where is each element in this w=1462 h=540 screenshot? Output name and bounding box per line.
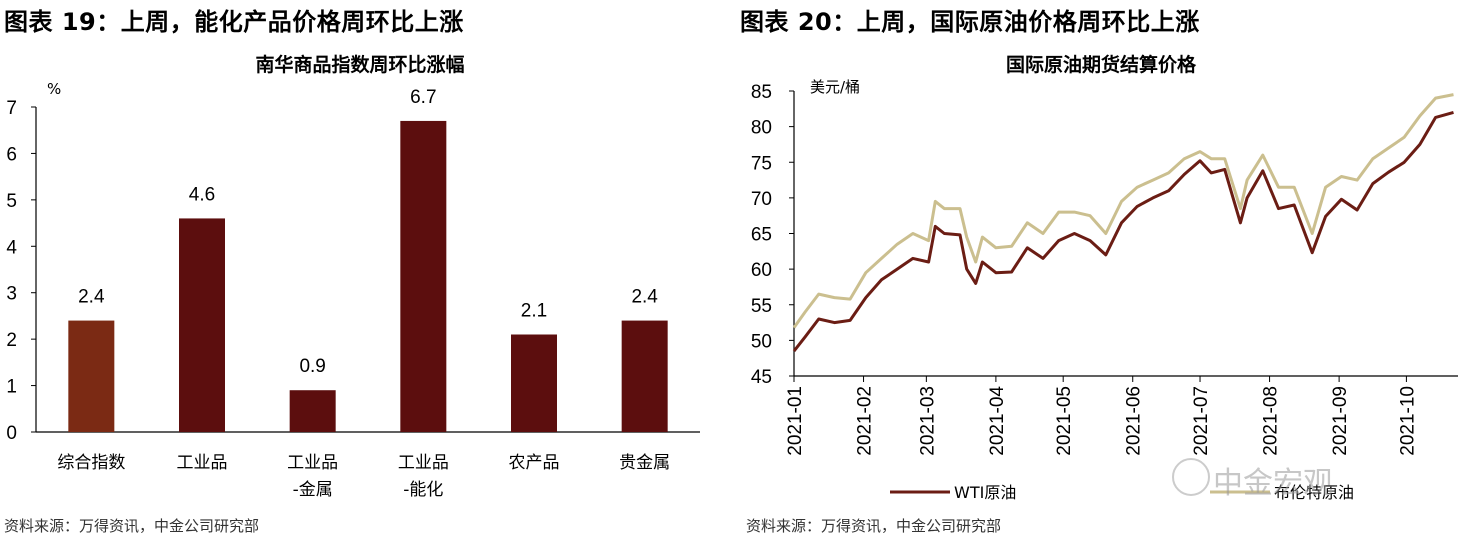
bar-chart-panel: 图表 19：上周，能化产品价格周环比上涨 南华商品指数周环比涨幅 0 1 2 3 4 5 6… bbox=[0, 0, 720, 540]
line-x-tick-label: 2021-04 bbox=[987, 386, 1008, 456]
bar-y-tick-label: 5 bbox=[6, 191, 17, 212]
bar-y-tick-label: 6 bbox=[6, 144, 17, 165]
line-x-tick-label: 2021-03 bbox=[917, 386, 938, 456]
line-x-tick-label: 2021-08 bbox=[1261, 386, 1282, 456]
line-y-tick-label: 55 bbox=[751, 296, 772, 317]
bar-value-label: 2.1 bbox=[521, 301, 547, 322]
line-x-tick-label: 2021-07 bbox=[1191, 386, 1212, 456]
figure-20-title: 图表 20：上周，国际原油价格周环比上涨 bbox=[740, 8, 1200, 36]
line-x-tick-label: 2021-05 bbox=[1054, 386, 1075, 456]
bar bbox=[179, 218, 225, 432]
bar-value-label: 0.9 bbox=[299, 356, 325, 377]
bar bbox=[289, 390, 336, 432]
line-y-tick-label: 45 bbox=[751, 367, 772, 388]
bar-category-label: 工业品 bbox=[287, 453, 338, 473]
bar-category-label: 农产品 bbox=[509, 453, 560, 473]
bar-y-tick-label: 1 bbox=[6, 377, 17, 398]
line-chart-title: 国际原油期货结算价格 bbox=[1005, 54, 1196, 76]
bar-value-label: 2.4 bbox=[78, 287, 105, 308]
bar bbox=[400, 120, 447, 432]
bar-chart-svg: 0 1 2 3 4 5 6 7% 2.4 综合指数 4.6 工业品 0.9 工业品 -金属 6.7 工业品 -能化… bbox=[6, 80, 700, 500]
legend-label: WTI原油 bbox=[954, 483, 1016, 502]
bar-chart-title: 南华商品指数周环比涨幅 bbox=[255, 54, 465, 76]
bar-value-label: 4.6 bbox=[189, 184, 215, 205]
bar bbox=[621, 320, 668, 432]
wti-series-line bbox=[792, 110, 1454, 353]
brent-series-line bbox=[792, 93, 1454, 329]
line-x-tick-label: 2021-02 bbox=[855, 386, 876, 456]
bar bbox=[68, 320, 115, 432]
line-y-tick-label: 80 bbox=[751, 118, 772, 139]
bar-category-label: 综合指数 bbox=[57, 453, 125, 473]
bar-y-tick-label: 3 bbox=[6, 284, 17, 305]
bar-y-tick-label: 2 bbox=[6, 330, 17, 351]
line-chart-svg: 45 50 55 60 65 70 75 80 85 美元/桶 2021-01 2021-02 2021… bbox=[751, 78, 1458, 502]
line-y-tick-label: 60 bbox=[751, 260, 772, 281]
line-x-tick-label: 2021-06 bbox=[1124, 386, 1145, 456]
bar-y-tick-label: 7 bbox=[6, 98, 17, 119]
wechat-icon bbox=[1172, 458, 1210, 496]
line-y-unit-label: 美元/桶 bbox=[810, 78, 860, 96]
bar-category-label: -金属 bbox=[293, 480, 333, 500]
line-x-tick-label: 2021-10 bbox=[1397, 386, 1418, 456]
line-y-tick-label: 85 bbox=[751, 82, 772, 103]
line-y-tick-label: 75 bbox=[751, 153, 772, 174]
bar-category-label: -能化 bbox=[403, 480, 443, 500]
line-y-tick-label: 50 bbox=[751, 331, 772, 352]
bar-category-label: 工业品 bbox=[177, 453, 228, 473]
line-y-tick-label: 70 bbox=[751, 189, 772, 210]
figure-20-source: 资料来源：万得资讯，中金公司研究部 bbox=[746, 517, 1002, 535]
watermark: 中金宏观 bbox=[1213, 466, 1333, 501]
line-chart-panel: 图表 20：上周，国际原油价格周环比上涨 国际原油期货结算价格 45 50 55 60… bbox=[740, 0, 1462, 540]
bar-y-tick-label: 4 bbox=[6, 237, 17, 258]
legend-label: 布伦特原油 bbox=[1274, 483, 1354, 502]
bar-value-label: 2.4 bbox=[631, 287, 658, 308]
bar-y-tick-label: 0 bbox=[6, 423, 17, 444]
line-x-tick-label: 2021-01 bbox=[785, 386, 806, 456]
figure-19-source: 资料来源：万得资讯，中金公司研究部 bbox=[4, 517, 260, 535]
bar-value-label: 6.7 bbox=[410, 87, 436, 108]
line-x-tick-label: 2021-09 bbox=[1330, 386, 1351, 456]
bar-category-label: 贵金属 bbox=[619, 453, 670, 473]
bar bbox=[511, 334, 557, 432]
bar-y-unit-label: % bbox=[47, 80, 61, 98]
figure-19-title: 图表 19：上周，能化产品价格周环比上涨 bbox=[4, 8, 464, 36]
line-y-tick-label: 65 bbox=[751, 225, 772, 246]
bar-category-label: 工业品 bbox=[398, 453, 449, 473]
